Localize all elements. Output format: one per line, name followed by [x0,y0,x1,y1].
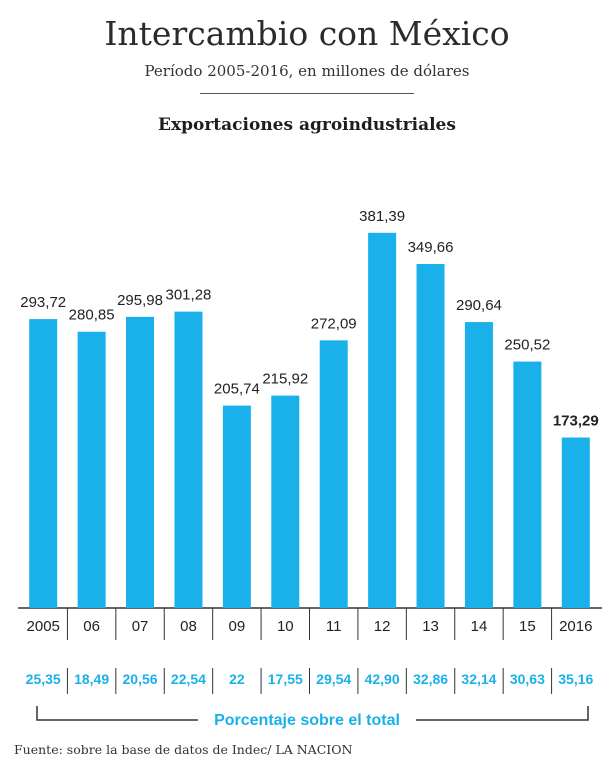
category-label-15: 15 [519,618,536,635]
value-label-14: 290,64 [456,297,502,314]
percent-label-09: 22 [229,671,245,687]
percent-label-12: 42,90 [365,671,400,687]
category-label-07: 07 [132,618,149,635]
percent-label-06: 18,49 [74,671,109,687]
value-label-2016: 173,29 [553,413,599,430]
category-label-11: 11 [326,618,342,635]
category-label-2005: 2005 [27,618,60,635]
bar-11 [319,340,348,608]
category-label-13: 13 [422,618,439,635]
percent-label-14: 32,14 [461,671,496,687]
category-label-14: 14 [471,618,488,635]
percent-label-2016: 35,16 [558,671,593,687]
category-label-12: 12 [374,618,391,635]
source-note: Fuente: sobre la base de datos de Indec/… [14,742,353,757]
category-label-2016: 2016 [559,618,592,635]
percent-label-10: 17,55 [268,671,303,687]
percent-label-13: 32,86 [413,671,448,687]
value-label-08: 301,28 [166,287,212,304]
value-label-12: 381,39 [359,208,405,225]
page-title: Intercambio con México [104,14,510,53]
percent-label-2005: 25,35 [26,671,61,687]
value-label-15: 250,52 [504,337,550,354]
value-label-06: 280,85 [69,307,115,324]
value-label-10: 215,92 [262,371,308,388]
bar-13 [416,264,445,608]
value-label-2005: 293,72 [20,294,66,311]
value-label-11: 272,09 [311,315,357,332]
bar-15 [513,361,542,608]
bar-2005 [29,319,58,608]
value-label-13: 349,66 [408,239,454,256]
category-label-06: 06 [83,618,100,635]
category-label-10: 10 [277,618,294,635]
percent-label-15: 30,63 [510,671,545,687]
bar-06 [77,331,106,608]
percent-label-08: 22,54 [171,671,206,687]
page-subtitle: Período 2005-2016, en millones de dólare… [144,62,470,80]
value-label-07: 295,98 [117,292,163,309]
category-label-08: 08 [180,618,197,635]
bar-07 [126,316,155,608]
category-label-09: 09 [229,618,246,635]
title-divider [200,93,414,94]
bar-10 [271,395,300,608]
value-label-09: 205,74 [214,381,260,398]
chart-title: Exportaciones agroindustriales [158,115,456,135]
bar-2016 [561,437,590,608]
bar-08 [174,311,203,608]
bar-09 [222,405,251,608]
percent-label-11: 29,54 [316,671,351,687]
percent-caption: Porcentaje sobre el total [198,712,416,730]
bar-14 [464,322,493,608]
percent-label-07: 20,56 [123,671,158,687]
bar-12 [368,232,397,608]
